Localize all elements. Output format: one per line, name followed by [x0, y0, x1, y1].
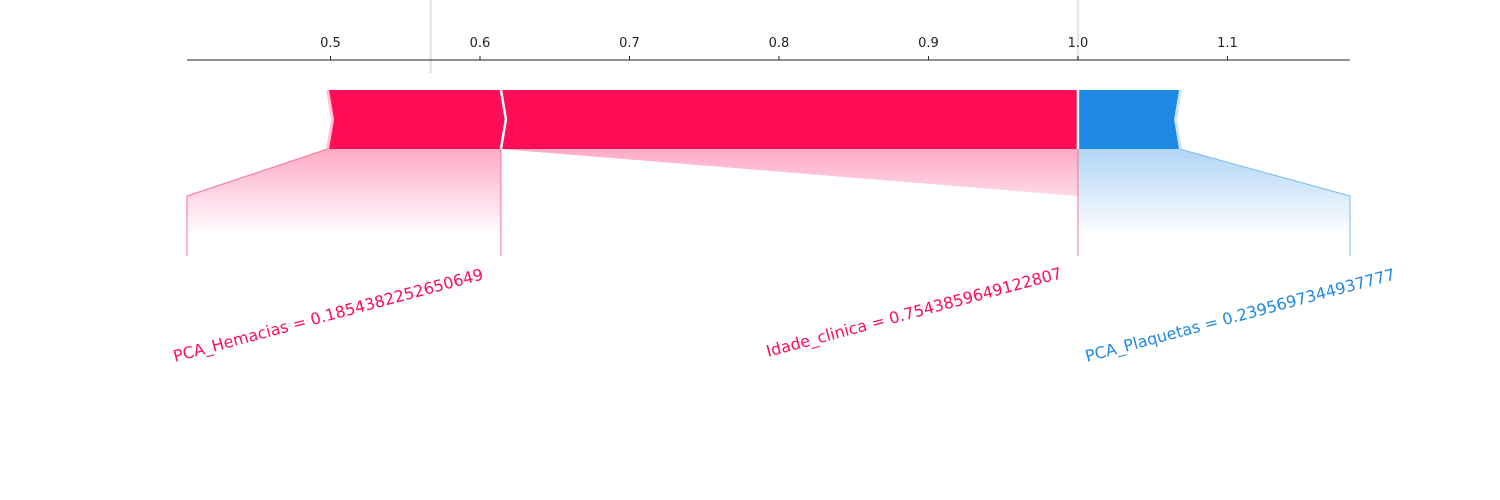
output-value-label: 1.00 [1056, 0, 1100, 3]
connector-fill [187, 149, 501, 236]
feature-label-idade_clinica: Idade_clinica = 0.7543859649122807 [764, 263, 1064, 361]
force-bar-pca_hemacias [327, 90, 506, 149]
connector-fill [1077, 149, 1350, 236]
force-bar-idade_clinica [500, 90, 1078, 149]
x-tick-label: 0.9 [918, 36, 939, 51]
x-tick-label: 0.6 [470, 36, 491, 51]
x-tick-label: 0.5 [320, 36, 341, 51]
x-tick-label: 1.1 [1217, 36, 1238, 51]
x-tick-label: 1.0 [1068, 36, 1089, 51]
x-tick-label: 0.7 [619, 36, 640, 51]
connector-line [186, 148, 328, 256]
bar-separator [499, 89, 508, 150]
bar-edge [1174, 89, 1183, 150]
bar-edge [326, 89, 335, 150]
connector-line [1179, 148, 1351, 256]
feature-label-pca_plaquetas: PCA_Plaquetas = 0.2395697344937777 [1083, 265, 1397, 367]
force-bar-pca_plaquetas [1077, 90, 1180, 149]
x-tick-label: 0.8 [769, 36, 790, 51]
connector-fill [500, 149, 1078, 236]
feature-label-pca_hemacias: PCA_Hemacias = 0.1854382252650649 [171, 265, 485, 367]
